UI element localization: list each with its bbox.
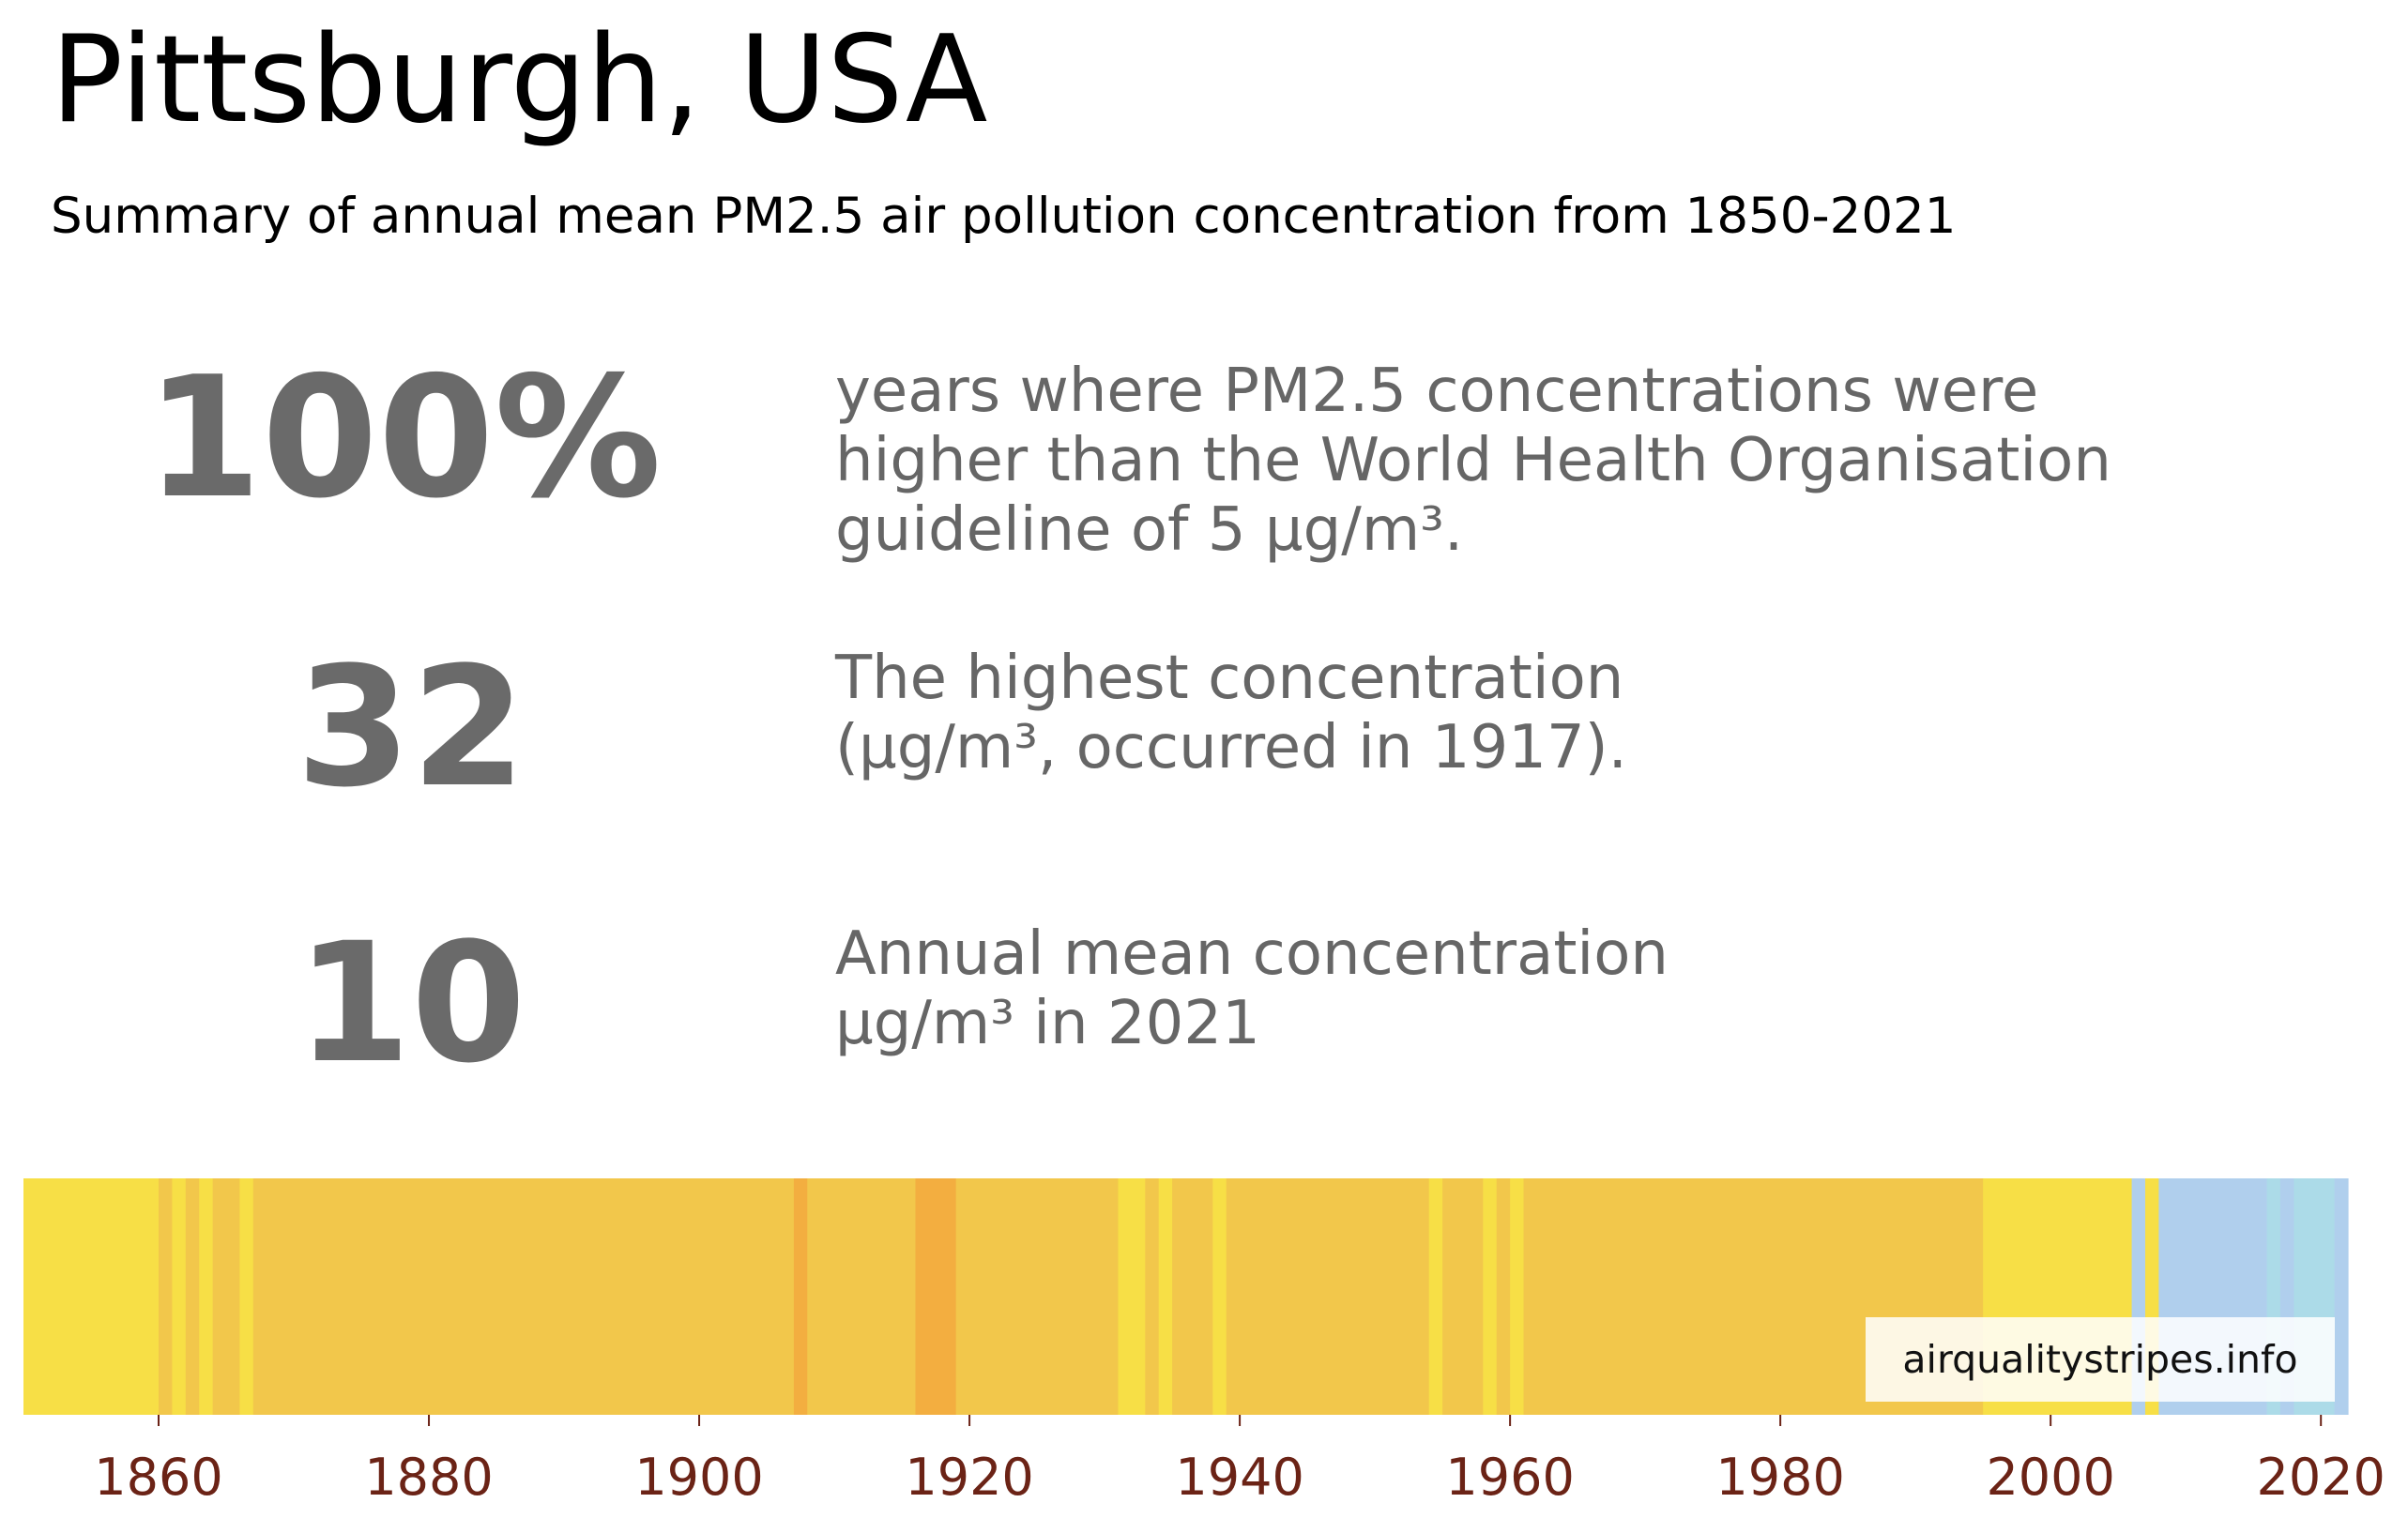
- stripe-1907-1907: [793, 1178, 808, 1415]
- stripe-1955-1957: [1442, 1178, 1484, 1415]
- x-tick-label: 2000: [1986, 1448, 2114, 1507]
- stat-description-line: higher than the World Health Organisatio…: [835, 426, 2111, 495]
- stat-description-exceedance: years where PM2.5 concentrations were hi…: [835, 357, 2111, 565]
- stat-description-current: Annual mean concentration µg/m³ in 2021: [835, 919, 1669, 1058]
- stat-description-line: years where PM2.5 concentrations were: [835, 357, 2039, 426]
- stripe-1867-1906: [252, 1178, 795, 1415]
- stripe-1864-1865: [212, 1178, 241, 1415]
- stripe-1931-1932: [1118, 1178, 1146, 1415]
- stat-description-line: (µg/m³, occurred in 1917).: [835, 713, 1627, 782]
- stripe-1862-1862: [185, 1178, 200, 1415]
- stripe-2021-2021: [2334, 1178, 2349, 1415]
- stat-description-line: µg/m³ in 2021: [835, 989, 1260, 1058]
- stripe-1958-1958: [1483, 1178, 1498, 1415]
- page-subtitle: Summary of annual mean PM2.5 air polluti…: [51, 188, 1957, 245]
- stripe-1861-1861: [172, 1178, 187, 1415]
- stat-description-line: The highest concentration: [835, 644, 1624, 713]
- stripe-1860-1860: [159, 1178, 174, 1415]
- stripe-1933-1933: [1145, 1178, 1160, 1415]
- stripe-1960-1960: [1510, 1178, 1525, 1415]
- x-tick-label: 1860: [94, 1448, 222, 1507]
- stat-value-exceedance: 100%: [145, 341, 662, 535]
- stat-value-highest: 32: [296, 631, 526, 824]
- stat-value-current: 10: [296, 907, 526, 1100]
- stripe-1908-1915: [807, 1178, 917, 1415]
- stripe-1935-1937: [1172, 1178, 1213, 1415]
- x-tick-label: 2020: [2256, 1448, 2385, 1507]
- x-tick-label: 1880: [364, 1448, 493, 1507]
- x-tick-label: 1940: [1175, 1448, 1303, 1507]
- stripe-1850-1859: [23, 1178, 160, 1415]
- stripe-1934-1934: [1158, 1178, 1173, 1415]
- stripe-1919-1930: [955, 1178, 1120, 1415]
- stripe-1866-1866: [239, 1178, 254, 1415]
- stripe-1916-1918: [915, 1178, 957, 1415]
- watermark-label: airqualitystripes.info: [1866, 1317, 2335, 1402]
- stripe-1959-1959: [1496, 1178, 1511, 1415]
- stat-description-line: guideline of 5 µg/m³.: [835, 495, 1464, 565]
- stripe-1954-1954: [1428, 1178, 1443, 1415]
- stat-description-highest: The highest concentration (µg/m³, occurr…: [835, 644, 1627, 782]
- x-tick-label: 1920: [905, 1448, 1033, 1507]
- stripe-1863-1863: [199, 1178, 214, 1415]
- x-tick-label: 1900: [634, 1448, 763, 1507]
- x-axis-ticks: 1860 1880 1900 1920 1940 1960 1980 2000 2020: [94, 1415, 2385, 1507]
- stat-description-line: Annual mean concentration: [835, 919, 1669, 989]
- x-tick-label: 1980: [1715, 1448, 1844, 1507]
- x-tick-label: 1960: [1445, 1448, 1574, 1507]
- stripe-1938-1938: [1212, 1178, 1227, 1415]
- stripe-1939-1953: [1226, 1178, 1430, 1415]
- page-title: Pittsburgh, USA: [51, 10, 988, 150]
